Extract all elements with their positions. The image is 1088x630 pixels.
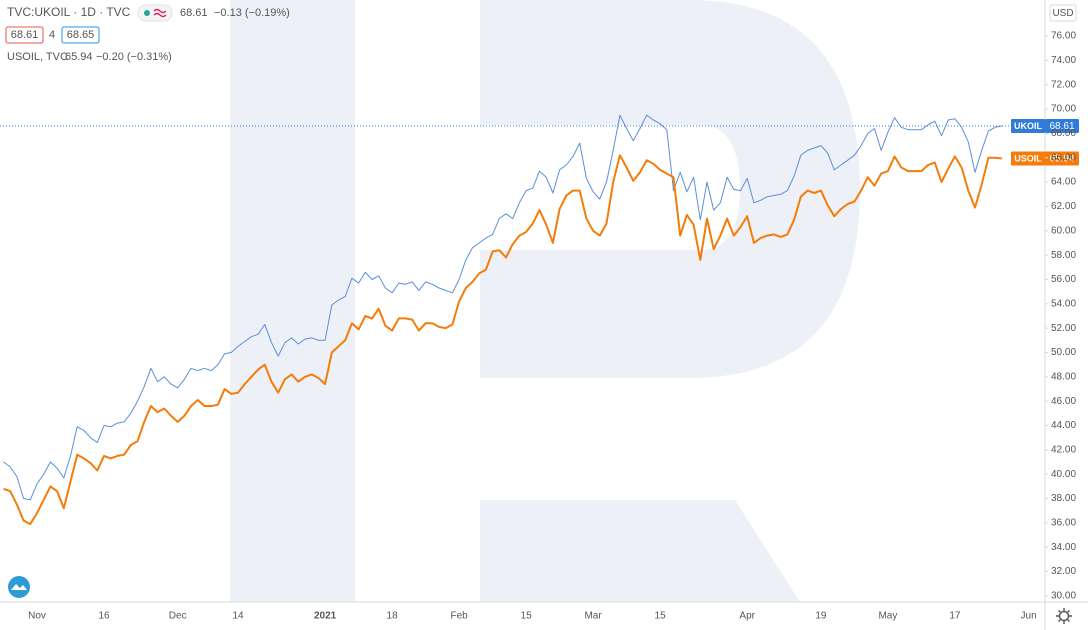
x-tick-label: 2021 — [314, 611, 337, 622]
compare-last-price: 65.94 — [65, 51, 93, 63]
y-tick-label: 44.00 — [1051, 420, 1076, 431]
series-badge — [1011, 118, 1045, 133]
y-tick-label: 50.00 — [1051, 347, 1076, 358]
series-badge — [1011, 151, 1045, 166]
watermark — [230, 0, 860, 602]
price-badge-label: 65.94 — [1049, 154, 1074, 165]
y-tick-label: 74.00 — [1051, 55, 1076, 66]
y-tick-label: 72.00 — [1051, 79, 1076, 90]
y-tick-label: 68.00 — [1051, 128, 1076, 139]
y-tick-label: 30.00 — [1051, 591, 1076, 602]
y-tick-label: 54.00 — [1051, 298, 1076, 309]
y-tick-label: 56.00 — [1051, 274, 1076, 285]
y-tick-label: 32.00 — [1051, 566, 1076, 577]
x-tick-label: Jun — [1021, 611, 1037, 622]
y-tick-label: 66.00 — [1051, 152, 1076, 163]
y-tick-label: 52.00 — [1051, 323, 1076, 334]
spread: 4 — [49, 29, 55, 41]
series-badge-name: USOIL — [1014, 153, 1042, 163]
status-icon — [153, 8, 167, 18]
y-tick-label: 36.00 — [1051, 518, 1076, 529]
y-tick-label: 70.00 — [1051, 104, 1076, 115]
currency-box[interactable] — [1049, 4, 1077, 22]
y-tick-label: 42.00 — [1051, 444, 1076, 455]
y-tick-label: 38.00 — [1051, 493, 1076, 504]
series-line — [3, 154, 1002, 526]
series-line — [3, 114, 1002, 501]
x-tick-label: 16 — [98, 611, 110, 622]
logo[interactable] — [8, 576, 30, 598]
compare-change: −0.20 (−0.31%) — [96, 51, 172, 63]
y-tick-label: 40.00 — [1051, 469, 1076, 480]
watermark-stem — [230, 0, 355, 602]
watermark-leg — [480, 500, 800, 602]
y-tick-label: 48.00 — [1051, 371, 1076, 382]
currency[interactable]: USD — [1052, 8, 1073, 19]
ask-price[interactable]: 68.65 — [67, 29, 95, 41]
y-tick-label: 58.00 — [1051, 250, 1076, 261]
plot-area — [3, 114, 1002, 526]
overlay: UKOIL 68.61 USOIL 65.94 — [0, 118, 1079, 166]
settings-teeth — [1056, 608, 1072, 624]
logo-glyph — [11, 584, 27, 590]
y-tick-label: 62.00 — [1051, 201, 1076, 212]
x-tick-label: Apr — [739, 611, 755, 622]
x-tick-label: 15 — [521, 611, 533, 622]
settings-button[interactable] — [1056, 608, 1072, 624]
header-last-price: 68.61 — [180, 7, 208, 19]
x-tick-label: 14 — [232, 611, 244, 622]
chart-title: TVC:UKOIL · 1D · TVC — [7, 5, 131, 19]
ask-box[interactable] — [61, 26, 100, 44]
price-badge-label: 68.61 — [1049, 121, 1074, 132]
x-tick-label: 17 — [949, 611, 961, 622]
x-tick-label: 15 — [655, 611, 667, 622]
x-tick-label: 19 — [815, 611, 827, 622]
status-pill[interactable] — [137, 4, 173, 22]
series-badge-name: UKOIL — [1014, 121, 1043, 131]
x-tick-label: Dec — [169, 611, 187, 622]
y-tick-label: 76.00 — [1051, 31, 1076, 42]
x-tick-label: Feb — [450, 611, 468, 622]
x-tick-label: May — [878, 611, 897, 622]
price-badge — [1045, 151, 1079, 166]
y-tick-label: 64.00 — [1051, 177, 1076, 188]
y-tick-label: 60.00 — [1051, 225, 1076, 236]
settings-ring — [1058, 610, 1070, 622]
x-tick-label: Mar — [584, 611, 602, 622]
bid-box[interactable] — [5, 26, 44, 44]
y-tick-label: 46.00 — [1051, 396, 1076, 407]
y-tick-label: 34.00 — [1051, 542, 1076, 553]
compare-label: USOIL, TVC — [7, 51, 68, 63]
x-tick-label: 18 — [387, 611, 399, 622]
status-dot — [144, 10, 150, 16]
bid-price[interactable]: 68.61 — [11, 29, 39, 41]
price-badge — [1045, 118, 1079, 133]
x-tick-label: Nov — [28, 611, 46, 622]
watermark-bowl — [480, 0, 860, 378]
header-change: −0.13 (−0.19%) — [214, 7, 290, 19]
